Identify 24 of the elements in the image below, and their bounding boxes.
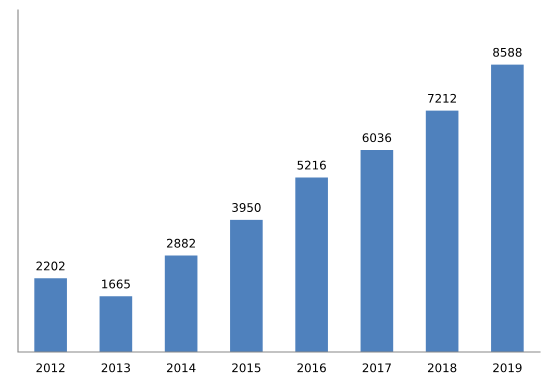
x-tick-label: 2017 — [362, 363, 391, 372]
data-label: 6036 — [362, 133, 392, 142]
data-label: 2882 — [166, 238, 195, 248]
bar — [100, 296, 132, 352]
bar — [360, 150, 394, 352]
bar — [34, 278, 67, 352]
x-tick-label: 2015 — [232, 363, 260, 372]
x-tick-label: 2019 — [493, 363, 522, 372]
data-label: 7212 — [428, 94, 456, 103]
bar — [164, 256, 198, 352]
data-label: 1665 — [102, 280, 130, 288]
data-label: 5216 — [298, 160, 326, 170]
bar — [295, 177, 328, 352]
bar — [230, 220, 263, 352]
bar — [491, 64, 524, 352]
data-label: 2202 — [36, 262, 64, 270]
x-tick-label: 2018 — [428, 363, 456, 372]
x-tick-label: 2014 — [166, 363, 196, 372]
x-tick-label: 2013 — [102, 363, 130, 372]
x-tick-label: 2016 — [297, 363, 326, 372]
data-label: 8588 — [493, 48, 522, 57]
x-tick-label: 2012 — [36, 363, 64, 372]
bar — [426, 110, 458, 352]
data-label: 3950 — [232, 203, 261, 212]
